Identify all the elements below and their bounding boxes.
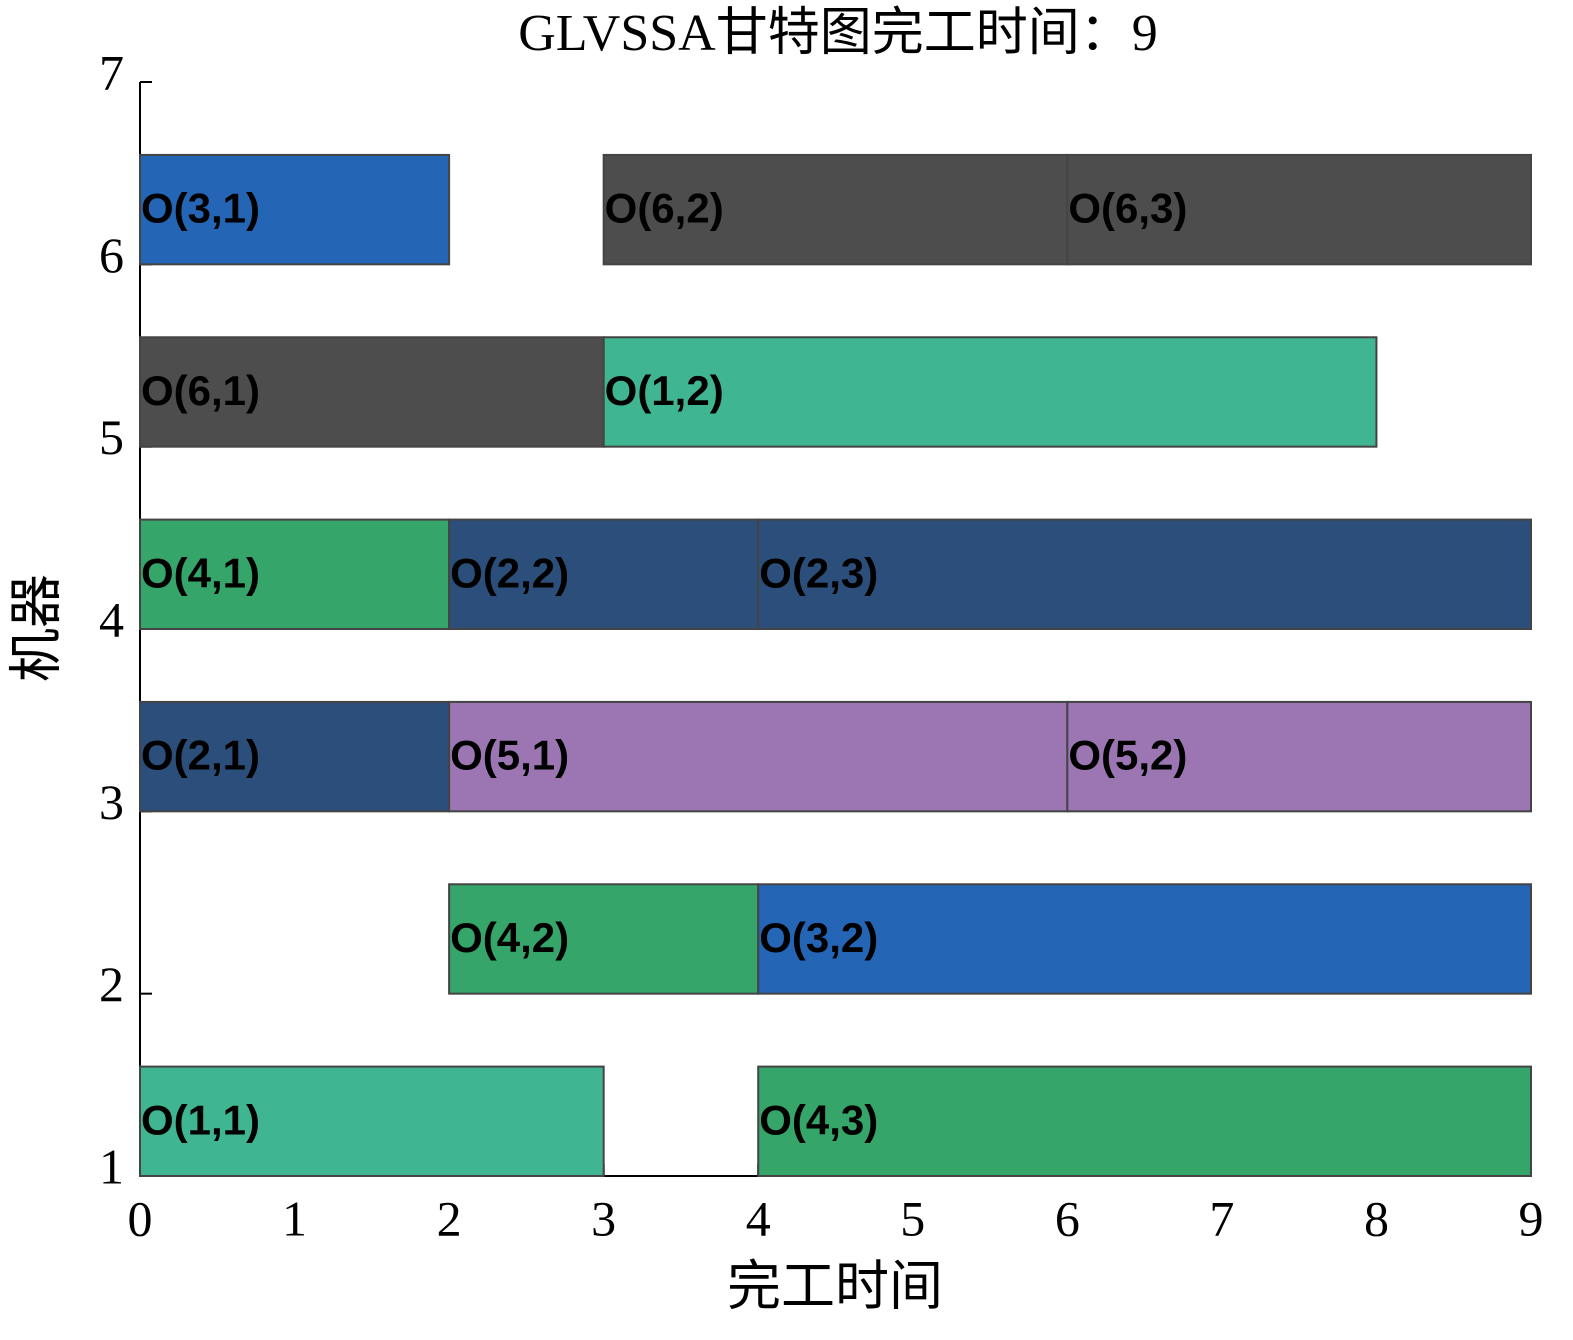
- x-axis-label: 完工时间: [727, 1256, 943, 1316]
- y-tick-label: 6: [99, 227, 124, 283]
- y-tick-label: 7: [99, 44, 124, 100]
- task-bar: [602, 336, 1378, 448]
- task-label: O(6,2): [605, 185, 724, 232]
- task-label: O(2,2): [450, 549, 569, 596]
- y-tick-label: 5: [99, 409, 124, 465]
- task-bar: [448, 700, 1069, 813]
- task-bar: [1066, 700, 1533, 813]
- task-bar: [757, 518, 1532, 630]
- x-tick-label: 0: [128, 1190, 153, 1246]
- task-bar: [448, 883, 760, 995]
- x-tick-label: 6: [1055, 1190, 1080, 1246]
- task-bar: [139, 153, 451, 266]
- x-tick-label: 8: [1364, 1190, 1389, 1246]
- task-label: O(5,1): [450, 732, 569, 779]
- x-tick-label: 1: [282, 1190, 307, 1246]
- x-tick-label: 2: [437, 1190, 462, 1246]
- task-bar: [757, 1065, 1532, 1177]
- task-label: O(6,1): [141, 367, 260, 414]
- task-bar: [448, 518, 760, 630]
- task-bar: [757, 883, 1532, 995]
- task-label: O(1,1): [141, 1096, 260, 1143]
- task-label: O(6,3): [1068, 185, 1187, 232]
- y-tick-label: 4: [99, 591, 124, 647]
- task-label: O(5,2): [1068, 732, 1187, 779]
- task-label: O(4,3): [759, 1096, 878, 1143]
- task-bar: [1066, 153, 1533, 266]
- task-label: O(2,3): [759, 549, 878, 596]
- y-tick-label: 1: [99, 1138, 124, 1194]
- x-tick-label: 3: [591, 1190, 616, 1246]
- y-tick-label: 2: [99, 956, 124, 1012]
- task-label: O(4,2): [450, 914, 569, 961]
- task-label: O(4,1): [141, 549, 260, 596]
- task-bar: [139, 518, 451, 630]
- task-bar: [139, 1065, 605, 1177]
- x-tick-label: 9: [1519, 1190, 1544, 1246]
- x-tick-label: 5: [900, 1190, 925, 1246]
- x-tick-label: 4: [746, 1190, 771, 1246]
- y-axis-label: 机器: [6, 574, 66, 682]
- task-bar: [602, 153, 1069, 266]
- task-label: O(3,2): [759, 914, 878, 961]
- task-bar: [139, 336, 605, 448]
- x-tick-label: 7: [1209, 1190, 1234, 1246]
- y-tick-label: 3: [99, 774, 124, 830]
- task-label: O(3,1): [141, 185, 260, 232]
- task-label: O(2,1): [141, 732, 260, 779]
- chart-title: GLVSSA甘特图完工时间：9: [518, 5, 1158, 62]
- task-bar: [139, 700, 451, 813]
- task-label: O(1,2): [605, 367, 724, 414]
